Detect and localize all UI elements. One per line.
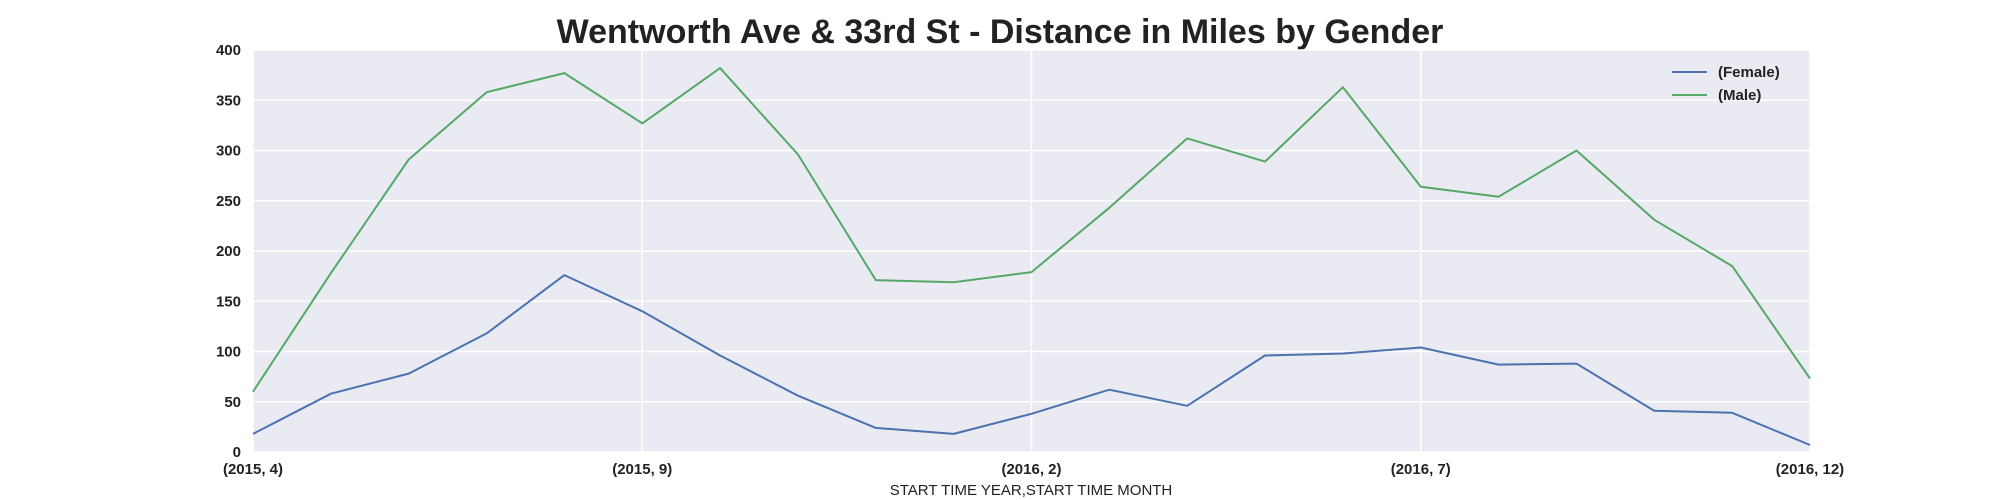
- y-tick-label: 0: [233, 444, 241, 461]
- y-tick-label: 50: [224, 394, 241, 411]
- y-tick-label: 100: [216, 344, 241, 361]
- grid-lines: [252, 49, 1811, 453]
- series-line-0: [252, 274, 1811, 446]
- y-axis: 0 50 100 150 200 250 300 350 400: [216, 42, 241, 461]
- x-tick-label: (2016, 7): [1391, 461, 1451, 478]
- chart-title: Wentworth Ave & 33rd St - Distance in Mi…: [557, 13, 1444, 51]
- x-tick-label: (2016, 12): [1776, 461, 1844, 478]
- x-tick-label: (2015, 4): [223, 461, 283, 478]
- legend: (Female) (Male): [1672, 64, 1780, 104]
- x-tick-label: (2015, 9): [612, 461, 672, 478]
- y-tick-label: 350: [216, 92, 241, 109]
- x-axis: (2015, 4) (2015, 9) (2016, 2) (2016, 7) (201…: [223, 461, 1844, 478]
- x-axis-label: START TIME YEAR,START TIME MONTH: [890, 482, 1173, 499]
- legend-label: (Male): [1718, 87, 1761, 104]
- y-tick-label: 300: [216, 143, 241, 160]
- x-tick-label: (2016, 2): [1001, 461, 1061, 478]
- series-line-1: [252, 67, 1811, 393]
- y-tick-label: 200: [216, 243, 241, 260]
- legend-label: (Female): [1718, 64, 1780, 81]
- y-tick-label: 250: [216, 193, 241, 210]
- y-tick-label: 400: [216, 42, 241, 59]
- series-layer: [252, 67, 1811, 446]
- y-tick-label: 150: [216, 293, 241, 310]
